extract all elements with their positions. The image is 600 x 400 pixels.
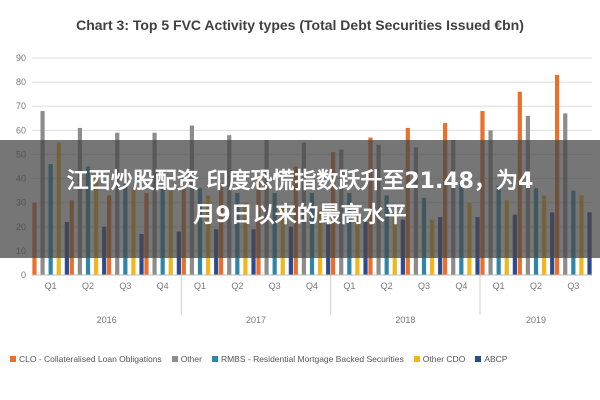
x-tick-label: Q3 — [418, 281, 430, 291]
chart-title: Chart 3: Top 5 FVC Activity types (Total… — [76, 17, 524, 33]
legend: CLO - Collateralised Loan Obligations Oth… — [10, 352, 590, 366]
legend-item: Other CDO — [413, 354, 466, 364]
legend-item: ABCP — [475, 354, 507, 364]
legend-swatch — [413, 356, 420, 362]
x-tick-label: Q2 — [82, 281, 94, 291]
legend-label: RMBS - Residential Mortgage Backed Secur… — [220, 354, 404, 364]
y-tick-label: 90 — [16, 53, 26, 63]
legend-label: Other CDO — [422, 354, 466, 364]
year-label: 2018 — [395, 315, 415, 325]
x-tick-label: Q1 — [194, 281, 206, 291]
x-tick-label: Q3 — [119, 281, 131, 291]
news-overlay-banner: 江西炒股配资 印度恐慌指数跃升至21.48，为4 月9日以来的最高水平 — [0, 140, 600, 258]
overlay-headline-line-1: 江西炒股配资 印度恐慌指数跃升至21.48，为4 — [66, 169, 534, 194]
year-label: 2019 — [526, 315, 546, 325]
x-tick-label: Q4 — [157, 281, 169, 291]
legend-item: RMBS - Residential Mortgage Backed Secur… — [211, 354, 404, 364]
x-tick-label: Q1 — [493, 281, 505, 291]
x-tick-label: Q2 — [231, 281, 243, 291]
year-label: 2016 — [97, 315, 117, 325]
year-label: 2017 — [246, 315, 266, 325]
y-tick-label: 0 — [21, 270, 26, 280]
x-tick-label: Q4 — [455, 281, 467, 291]
legend-swatch — [211, 356, 218, 362]
legend-label: Other — [180, 354, 202, 364]
legend-swatch — [475, 356, 482, 362]
legend-swatch — [10, 356, 16, 362]
x-tick-label: Q2 — [530, 281, 542, 291]
x-tick-label: Q3 — [567, 281, 579, 291]
overlay-headline-line-2: 月9日以来的最高水平 — [193, 203, 407, 228]
x-tick-label: Q2 — [381, 281, 393, 291]
x-tick-label: Q1 — [343, 281, 355, 291]
legend-item: CLO - Collateralised Loan Obligations — [10, 354, 162, 364]
legend-item: Other — [171, 354, 202, 364]
y-tick-label: 70 — [16, 101, 26, 111]
x-tick-label: Q1 — [45, 281, 57, 291]
legend-label: CLO - Collateralised Loan Obligations — [19, 354, 162, 364]
y-tick-label: 60 — [16, 125, 26, 135]
x-tick-label: Q3 — [269, 281, 281, 291]
legend-swatch — [171, 356, 178, 362]
y-tick-label: 80 — [16, 77, 26, 87]
x-tick-label: Q4 — [306, 281, 318, 291]
overlay-headline: 江西炒股配资 印度恐慌指数跃升至21.48，为4 月9日以来的最高水平 — [30, 165, 570, 233]
legend-label: ABCP — [484, 354, 508, 364]
